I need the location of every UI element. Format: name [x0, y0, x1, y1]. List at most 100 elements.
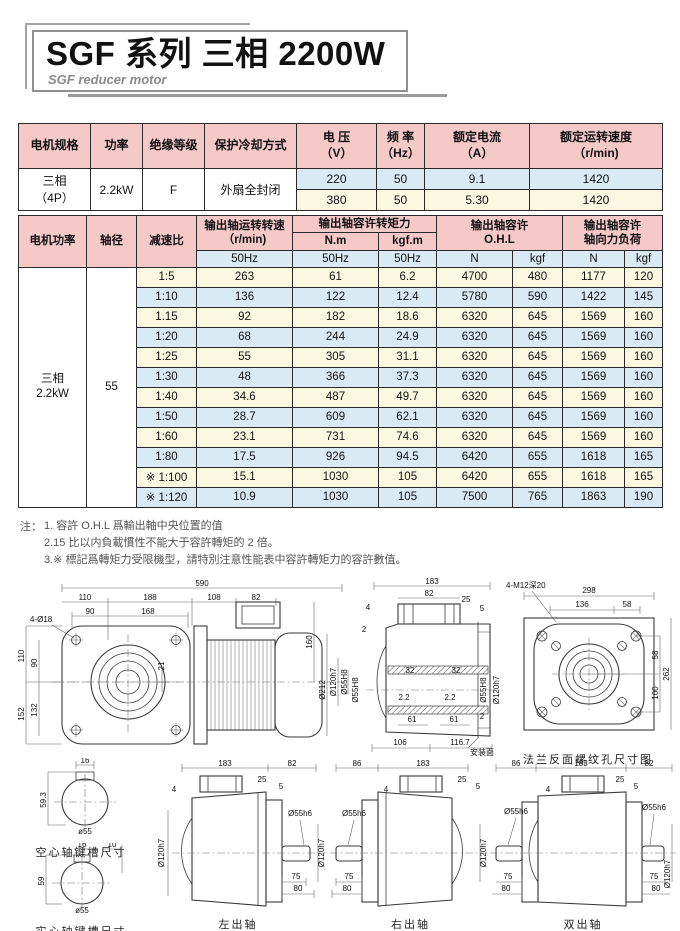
dim-label: 590: [195, 579, 209, 588]
dim-label: 110: [79, 593, 92, 602]
table-row: ※ 1:120 10.9 1030 105 7500 765 1863 190: [19, 486, 663, 508]
cell: 6320: [436, 346, 513, 368]
dim-label: 25: [258, 775, 267, 784]
cell: 160: [624, 306, 663, 328]
page-title: SGF 系列 三相 2200W: [46, 35, 386, 72]
dim-label: Ø55h6: [642, 803, 667, 812]
cell: 645: [512, 386, 563, 408]
dim-label: 4: [384, 785, 389, 794]
ratio-cell: 1.15: [136, 306, 197, 328]
col-header: 输出轴容许 轴向力负荷: [562, 215, 663, 251]
cell: 1569: [562, 346, 625, 368]
cell: 74.6: [378, 426, 437, 448]
col-header: 减速比: [136, 215, 197, 268]
dim-label: Ø55h6: [288, 809, 313, 818]
cell: 6420: [436, 466, 513, 488]
cell: 6320: [436, 386, 513, 408]
dim-label: 100: [651, 686, 660, 700]
spec-power: 2.2kW: [90, 168, 143, 211]
dim-label: Ø120h7: [492, 675, 501, 704]
table-row: 1:60 23.1 731 74.6 6320 645 1569 160: [19, 426, 663, 448]
cell: 731: [292, 426, 379, 448]
cell: 68: [196, 326, 293, 348]
spec-cooling: 外扇全封闭: [204, 168, 297, 211]
dim-label: 25: [462, 595, 471, 604]
dim-label: 75: [292, 872, 301, 881]
cell: 5780: [436, 286, 513, 308]
left-shaft-drawing: 183 82 4 25 5 Ø120h7 Ø55h6 Ø120h7 75 80 …: [148, 759, 328, 931]
ratio-cell: 1:40: [136, 386, 197, 408]
solid-keyway-drawing: 16 10 59 ø55 实心轴键槽尺寸: [16, 840, 146, 931]
dim-label: 82: [252, 593, 261, 602]
cell: 92: [196, 306, 293, 328]
dim-label: 61: [450, 715, 459, 724]
cell: 160: [624, 326, 663, 348]
note-line: 1. 容許 O.H.L 爲輸出軸中央位置的值: [44, 520, 223, 532]
cell: 926: [292, 446, 379, 468]
cell: 160: [624, 346, 663, 368]
cell: 105: [378, 466, 437, 488]
ratio-cell: 1:30: [136, 366, 197, 388]
note-line: 3.※ 標記爲轉矩力受限機型，請特別注意性能表中容許轉矩力的容許數值。: [44, 554, 407, 566]
cell: 15.1: [196, 466, 293, 488]
spec-header-row: 电机规格 功率 绝缘等级 保护冷却方式 电 压 （V） 频 率 （Hz） 额定电…: [18, 123, 663, 169]
dim-label: 75: [345, 872, 354, 881]
cell: 645: [512, 366, 563, 388]
dim-label: 116.7: [450, 738, 470, 747]
drawing-caption: 左出轴: [218, 919, 258, 931]
cell: 7500: [436, 486, 513, 508]
note-line: 2.15 比以内負載慣性不能大于容許轉矩的 2 倍。: [44, 537, 279, 549]
cell: 655: [512, 466, 563, 488]
cell-current: 5.30: [424, 189, 530, 211]
dim-label: 59.3: [39, 792, 48, 808]
dim-label: 75: [650, 872, 659, 881]
cell: 645: [512, 306, 563, 328]
dim-label: 188: [143, 593, 157, 602]
dim-label: 5: [634, 782, 639, 791]
dim-label: Ø55h6: [342, 809, 367, 818]
cell: 645: [512, 426, 563, 448]
dim-label: 108: [207, 593, 221, 602]
cell: 12.4: [378, 286, 437, 308]
cell: 49.7: [378, 386, 437, 408]
col-header: 输出轴运转转速 （r/min): [196, 215, 293, 251]
cell: 10.9: [196, 486, 293, 508]
cell: 609: [292, 406, 379, 428]
dim-label: 2.2: [444, 693, 456, 702]
cell: 6320: [436, 366, 513, 388]
table-row: 1.15 92 182 18.6 6320 645 1569 160: [19, 306, 663, 328]
cell: 160: [624, 406, 663, 428]
cell: 6320: [436, 406, 513, 428]
dim-label: 4-Ø18: [30, 615, 53, 624]
table-row: 1:40 34.6 487 49.7 6320 645 1569 160: [19, 386, 663, 408]
dim-label: 80: [343, 884, 352, 893]
col-header: kgf.m: [378, 232, 437, 251]
cell: 160: [624, 386, 663, 408]
sub-header: 50Hz: [292, 249, 379, 268]
dim-label: 25: [616, 775, 625, 784]
cell: 37.3: [378, 366, 437, 388]
dim-label: Ø55H8: [340, 669, 349, 695]
dim-label: 136: [575, 600, 589, 609]
table-row: 1:30 48 366 37.3 6320 645 1569 160: [19, 366, 663, 388]
table-row: 1:20 68 244 24.9 6320 645 1569 160: [19, 326, 663, 348]
col-header: 保护冷却方式: [204, 123, 297, 169]
drawing-caption: 右出轴: [391, 919, 430, 931]
sub-header: 50Hz: [196, 249, 293, 268]
cell: 4700: [436, 266, 513, 288]
dim-label: 59: [37, 876, 46, 885]
cell: 1030: [292, 486, 379, 508]
cell: 48: [196, 366, 293, 388]
cell: 94.5: [378, 446, 437, 468]
col-header: 电机功率: [18, 215, 87, 268]
perf-header-row2: N.m kgf.m: [19, 232, 663, 251]
dim-label: ø55: [75, 906, 89, 915]
cell: 136: [196, 286, 293, 308]
cell: 244: [292, 326, 379, 348]
table-row: 380 50 5.30 1420: [19, 189, 663, 211]
cell: 366: [292, 366, 379, 388]
notes: 注： 1. 容許 O.H.L 爲輸出軸中央位置的值 2.15 比以内負載慣性不能…: [20, 518, 406, 569]
cell: 6.2: [378, 266, 437, 288]
table-row: 三相 （4P） 2.2kW F 外扇全封闭 220 50 9.1 1420: [18, 168, 663, 211]
cell: 31.1: [378, 346, 437, 368]
